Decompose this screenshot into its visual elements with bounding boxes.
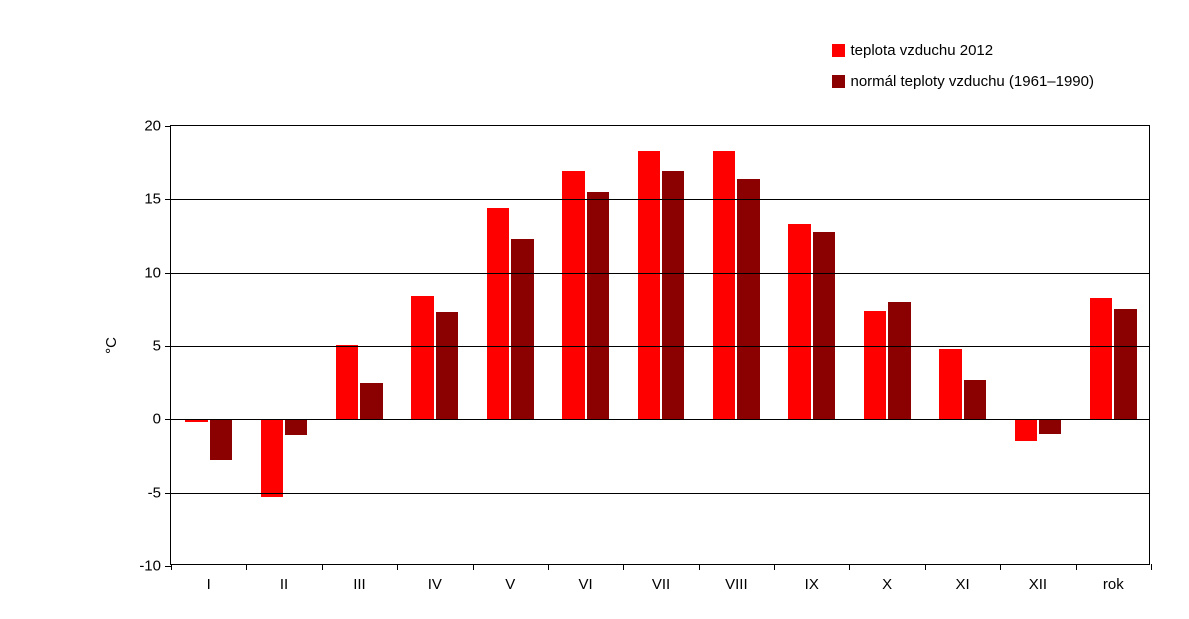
bar-series-1 — [1114, 309, 1136, 419]
gridline — [171, 493, 1149, 494]
ytick-label: 15 — [144, 191, 171, 208]
temperature-bar-chart: teplota vzduchu 2012 normál teploty vzduc… — [0, 0, 1189, 619]
xtick-mark — [699, 564, 700, 570]
bar-series-1 — [737, 179, 759, 420]
bar-series-1 — [436, 312, 458, 419]
gridline — [171, 273, 1149, 274]
ytick-label: -10 — [139, 558, 171, 575]
xtick-mark — [171, 564, 172, 570]
bar-series-0 — [1090, 298, 1112, 420]
bar-series-0 — [788, 224, 810, 419]
category-slot: III — [322, 126, 397, 564]
gridline — [171, 419, 1149, 420]
category-slot: VIII — [699, 126, 774, 564]
ytick-label: 10 — [144, 264, 171, 281]
category-label: VI — [579, 576, 593, 593]
bar-series-1 — [511, 239, 533, 419]
legend-label: normál teploty vzduchu (1961–1990) — [851, 73, 1095, 90]
bar-series-0 — [562, 171, 584, 419]
bar-series-0 — [336, 345, 358, 420]
ytick-label: 20 — [144, 118, 171, 135]
category-slot: IX — [774, 126, 849, 564]
category-slot: V — [473, 126, 548, 564]
plot-area: IIIIIIIVVVIVIIVIIIIXXXIXIIrok -10-505101… — [170, 125, 1150, 565]
xtick-mark — [548, 564, 549, 570]
bar-series-0 — [939, 349, 961, 419]
xtick-mark — [397, 564, 398, 570]
bar-series-1 — [964, 380, 986, 420]
ytick-label: 0 — [153, 411, 171, 428]
bar-series-0 — [261, 419, 283, 497]
category-slot: II — [246, 126, 321, 564]
bar-series-0 — [864, 311, 886, 420]
category-slot: VI — [548, 126, 623, 564]
category-slot: I — [171, 126, 246, 564]
bar-series-0 — [713, 151, 735, 419]
category-label: IX — [805, 576, 819, 593]
category-label: XII — [1029, 576, 1047, 593]
category-slot: X — [849, 126, 924, 564]
category-label: I — [207, 576, 211, 593]
bar-series-1 — [210, 419, 232, 460]
xtick-mark — [1151, 564, 1152, 570]
xtick-mark — [246, 564, 247, 570]
category-label: III — [353, 576, 366, 593]
category-slot: XI — [925, 126, 1000, 564]
bar-series-1 — [587, 192, 609, 419]
bar-series-1 — [813, 232, 835, 420]
xtick-mark — [849, 564, 850, 570]
category-slot: XII — [1000, 126, 1075, 564]
legend-item: teplota vzduchu 2012 — [832, 42, 1095, 59]
gridline — [171, 346, 1149, 347]
bar-series-1 — [285, 419, 307, 435]
category-label: V — [505, 576, 515, 593]
category-label: VII — [652, 576, 670, 593]
category-label: IV — [428, 576, 442, 593]
bar-series-0 — [487, 208, 509, 419]
legend-label: teplota vzduchu 2012 — [851, 42, 994, 59]
bar-series-1 — [662, 171, 684, 419]
xtick-mark — [925, 564, 926, 570]
xtick-mark — [1000, 564, 1001, 570]
bar-series-0 — [1015, 419, 1037, 441]
chart-legend: teplota vzduchu 2012 normál teploty vzduc… — [832, 42, 1095, 104]
xtick-mark — [322, 564, 323, 570]
xtick-mark — [1076, 564, 1077, 570]
xtick-mark — [623, 564, 624, 570]
category-label: XI — [955, 576, 969, 593]
category-label: VIII — [725, 576, 748, 593]
category-container: IIIIIIIVVVIVIIVIIIIXXXIXIIrok — [171, 126, 1149, 564]
bar-series-0 — [411, 296, 433, 419]
legend-swatch — [832, 44, 845, 57]
ytick-label: -5 — [148, 484, 171, 501]
xtick-mark — [473, 564, 474, 570]
category-label: II — [280, 576, 288, 593]
category-slot: rok — [1076, 126, 1151, 564]
bar-series-0 — [638, 151, 660, 419]
xtick-mark — [774, 564, 775, 570]
y-axis-label: °C — [103, 337, 120, 354]
ytick-label: 5 — [153, 338, 171, 355]
bar-series-1 — [888, 302, 910, 419]
legend-item: normál teploty vzduchu (1961–1990) — [832, 73, 1095, 90]
legend-swatch — [832, 75, 845, 88]
category-slot: VII — [623, 126, 698, 564]
category-label: rok — [1103, 576, 1124, 593]
category-label: X — [882, 576, 892, 593]
bar-series-1 — [360, 383, 382, 420]
gridline — [171, 199, 1149, 200]
bar-series-1 — [1039, 419, 1061, 434]
category-slot: IV — [397, 126, 472, 564]
